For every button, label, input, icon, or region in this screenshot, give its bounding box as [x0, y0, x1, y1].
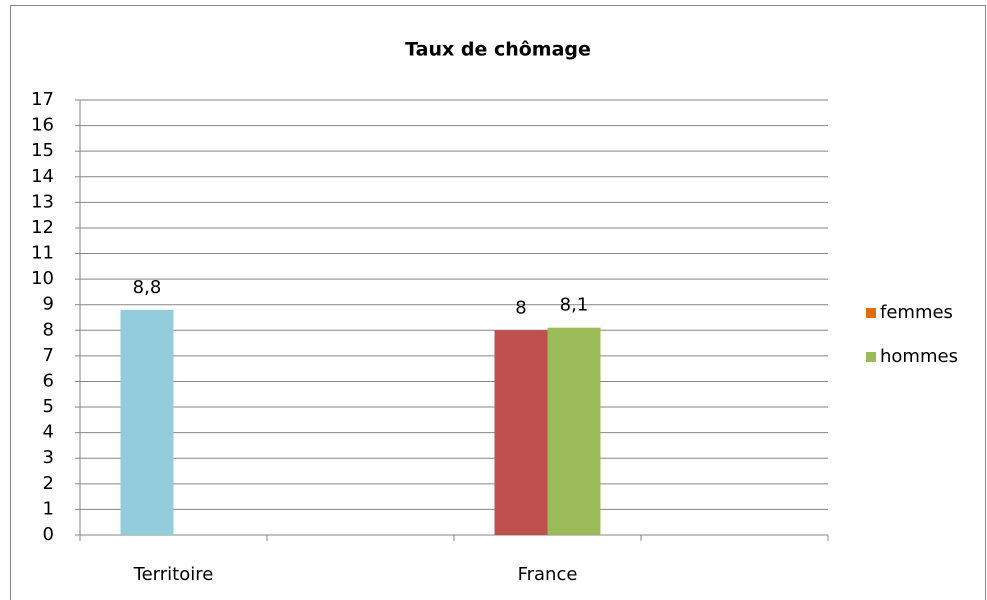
legend-label: femmes [880, 302, 953, 323]
bar [120, 309, 174, 535]
y-tick-label: 4 [43, 422, 54, 443]
y-tick-label: 2 [43, 473, 54, 494]
x-tick-label: Territoire [133, 564, 214, 585]
y-tick-label: 15 [31, 140, 54, 161]
bar [547, 327, 601, 535]
y-tick-label: 13 [31, 191, 54, 212]
y-tick-label: 12 [31, 217, 54, 238]
y-tick-label: 0 [43, 524, 54, 545]
y-tick-label: 1 [43, 498, 54, 519]
y-tick-label: 3 [43, 447, 54, 468]
data-label: 8 [515, 297, 526, 318]
y-tick-label: 5 [43, 396, 54, 417]
y-tick-label: 11 [31, 243, 54, 264]
x-tick-label: France [518, 564, 578, 585]
data-label: 8,8 [133, 277, 162, 298]
bar [494, 330, 548, 535]
y-tick-label: 17 [31, 89, 54, 110]
y-tick-label: 6 [43, 370, 54, 391]
y-tick-label: 14 [31, 166, 54, 187]
y-tick-label: 7 [43, 345, 54, 366]
chart-title: Taux de chômage [405, 39, 591, 61]
y-tick-label: 8 [43, 319, 54, 340]
legend-label: hommes [880, 346, 958, 367]
legend-swatch [866, 308, 876, 318]
data-label: 8,1 [560, 295, 589, 316]
y-tick-label: 16 [31, 115, 54, 136]
legend-swatch [866, 352, 876, 362]
y-tick-label: 10 [31, 268, 54, 289]
y-tick-label: 9 [43, 294, 54, 315]
